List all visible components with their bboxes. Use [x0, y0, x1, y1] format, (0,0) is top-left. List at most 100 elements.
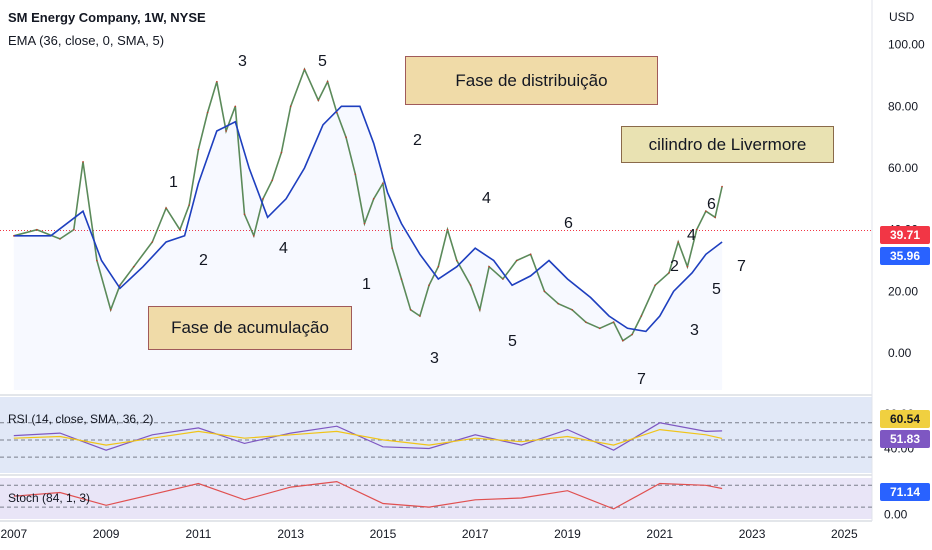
x-tick-label: 2021: [646, 527, 673, 541]
wave-label: 4: [279, 240, 288, 257]
livermore-box: cilindro de Livermore: [621, 126, 834, 163]
price-point: [119, 284, 121, 286]
price-point: [188, 204, 190, 206]
currency-label: USD: [889, 10, 915, 24]
price-point: [151, 241, 154, 243]
price-point: [446, 228, 449, 231]
price-point: [640, 315, 643, 317]
wave-label: 1: [169, 174, 178, 191]
y-tick-label: 60.00: [888, 161, 918, 175]
wave-label: 4: [482, 190, 491, 207]
price-point: [515, 259, 518, 262]
price-point: [705, 210, 707, 212]
wave-label: 3: [690, 322, 699, 339]
rsi-ma-line: [13, 428, 723, 446]
price-point: [631, 333, 633, 336]
stoch-panel-bg: [0, 478, 872, 519]
price-point: [234, 105, 237, 108]
price-point: [409, 309, 412, 311]
x-tick-label: 2009: [93, 527, 120, 541]
price-point: [502, 278, 504, 280]
price-point: [391, 247, 393, 249]
stoch-legend: Stoch (84, 1, 3): [8, 491, 91, 505]
rsi-ma-tag: 60.54: [880, 410, 930, 428]
price-point: [585, 321, 587, 323]
price-point: [419, 315, 421, 317]
wave-label: 6: [707, 196, 716, 213]
x-tick-label: 2007: [0, 527, 27, 541]
price-point: [557, 302, 560, 305]
price-point: [668, 272, 670, 274]
price-point: [132, 265, 135, 268]
price-point: [469, 284, 472, 286]
wave-label: 5: [712, 281, 721, 298]
price-point: [354, 173, 357, 175]
price-point: [363, 222, 366, 225]
price-point: [654, 284, 656, 286]
price-point: [622, 339, 624, 342]
price-point: [455, 259, 458, 262]
price-point: [372, 198, 375, 200]
price-point: [225, 130, 227, 132]
price-point: [714, 216, 716, 219]
price-point: [262, 198, 264, 200]
price-point: [529, 253, 532, 256]
price-point: [571, 309, 573, 311]
wave-label: 5: [318, 53, 327, 70]
price-point: [96, 259, 98, 262]
ema-line: [13, 105, 723, 333]
y-tick-label: 20.00: [888, 284, 918, 298]
y-tick-label: 100.00: [888, 38, 925, 52]
accumulation-box: Fase de acumulação: [148, 306, 352, 350]
wave-label: 3: [430, 350, 439, 367]
x-tick-label: 2025: [831, 527, 858, 541]
price-point: [36, 228, 38, 231]
price-point: [437, 265, 440, 268]
price-point: [612, 321, 615, 323]
price-point: [488, 265, 490, 268]
price-point: [179, 228, 181, 231]
wave-label: 6: [564, 215, 573, 232]
price-point: [197, 148, 200, 151]
distribution-box: Fase de distribuição: [405, 56, 658, 105]
price-point: [206, 111, 209, 114]
rsi-value-tag: 51.83: [880, 430, 930, 448]
price-point: [243, 213, 246, 216]
wave-label: 2: [413, 132, 422, 149]
ema-price-tag: 35.96: [880, 247, 930, 265]
x-tick-label: 2023: [739, 527, 766, 541]
price-point: [479, 309, 481, 311]
x-tick-label: 2013: [277, 527, 304, 541]
price-point: [280, 151, 283, 154]
price-point: [165, 207, 167, 209]
wave-label: 5: [508, 333, 517, 350]
price-point: [543, 290, 546, 293]
price-point: [336, 111, 338, 114]
stoch-tick-label: 0.00: [884, 507, 908, 521]
chart-title: SM Energy Company, 1W, NYSE: [8, 10, 206, 25]
wave-label: 2: [670, 258, 679, 275]
price-point: [721, 185, 723, 188]
wave-label: 3: [238, 53, 247, 70]
y-tick-label: 80.00: [888, 99, 918, 113]
price-point: [252, 235, 255, 237]
price-point: [13, 235, 15, 237]
price-point: [428, 284, 430, 286]
price-point: [303, 68, 306, 71]
price-point: [271, 179, 274, 182]
price-point: [382, 182, 384, 185]
price-point: [345, 136, 347, 138]
price-point: [73, 228, 75, 231]
rsi-panel-bg: [0, 397, 872, 473]
wave-label: 2: [199, 252, 208, 269]
y-tick-label: 0.00: [888, 346, 912, 360]
price-point: [686, 265, 689, 268]
x-tick-label: 2011: [185, 527, 211, 541]
x-tick-label: 2017: [462, 527, 489, 541]
price-point: [326, 80, 329, 83]
stoch-line: [13, 480, 723, 510]
last-price-tag: 39.71: [880, 226, 930, 244]
wave-label: 7: [637, 371, 646, 388]
wave-label: 1: [362, 276, 371, 293]
price-point: [695, 228, 698, 231]
